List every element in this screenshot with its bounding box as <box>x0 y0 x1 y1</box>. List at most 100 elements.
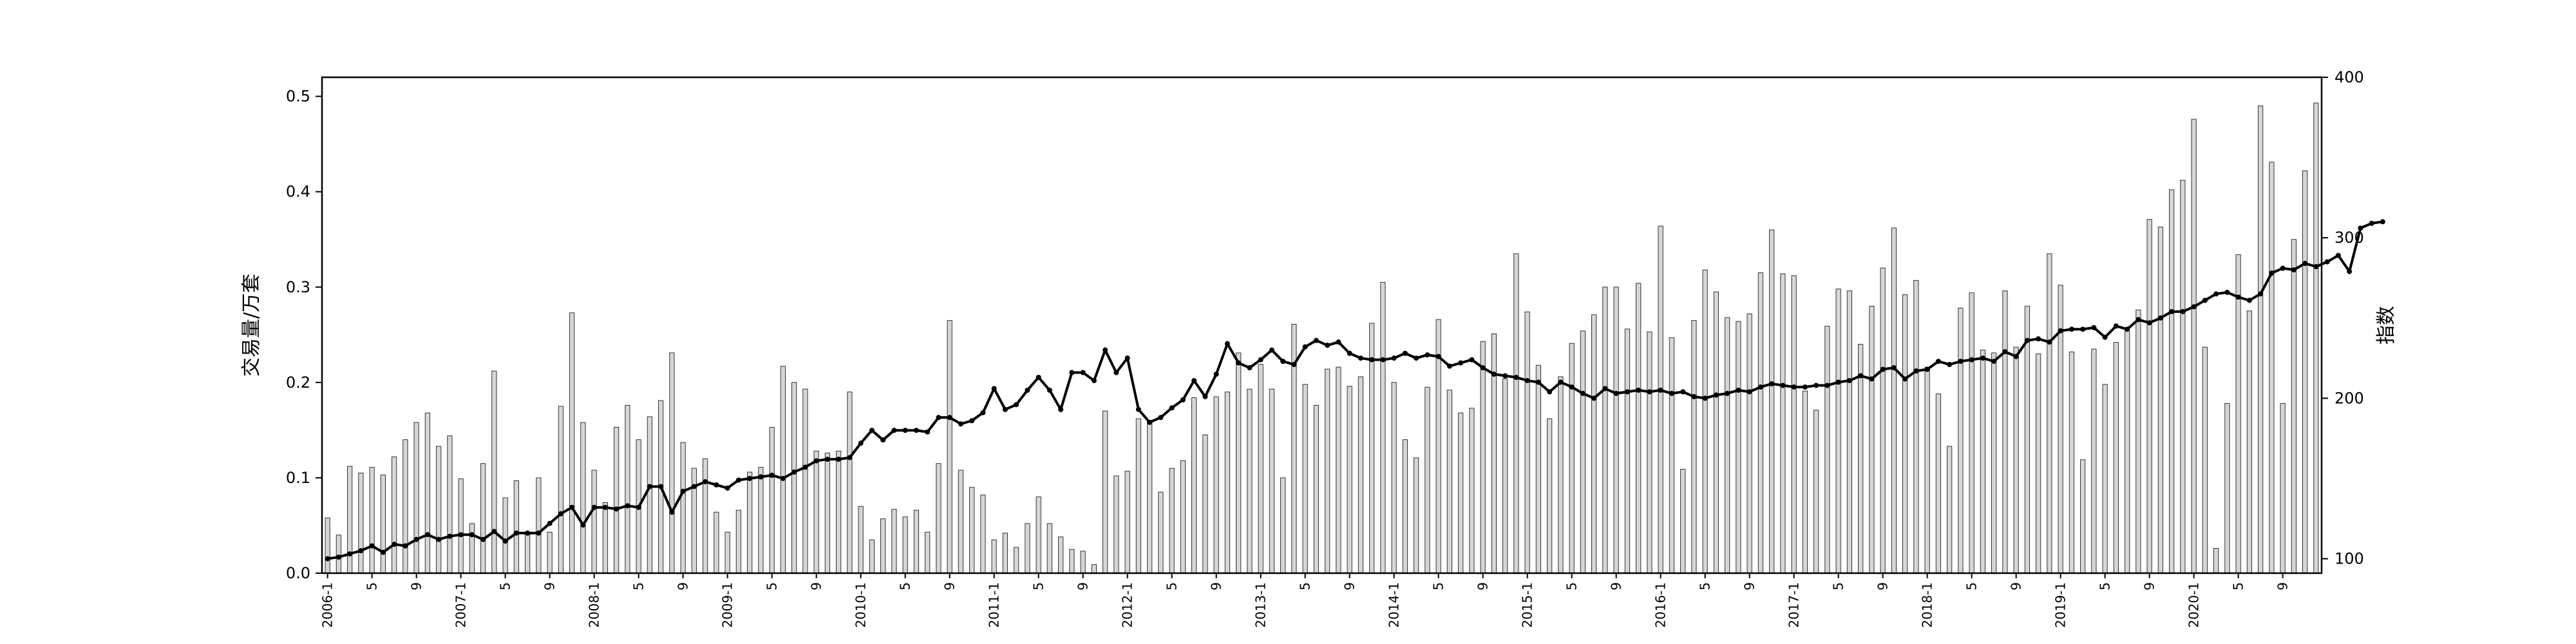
index-point <box>1402 350 1408 356</box>
index-point <box>1624 389 1630 395</box>
index-point <box>491 529 497 535</box>
x-tick-label: 5 <box>1031 582 1046 591</box>
x-tick-label: 2009-1 <box>720 582 735 628</box>
volume-bar <box>336 535 341 574</box>
volume-bar <box>1991 352 1997 574</box>
volume-bar <box>2036 353 2041 574</box>
left-tick-label: 0.3 <box>286 278 310 296</box>
volume-bar <box>2024 305 2030 574</box>
index-point <box>1091 377 1097 383</box>
index-point <box>325 556 330 562</box>
index-point <box>1469 357 1475 363</box>
volume-bar <box>2246 310 2252 574</box>
volume-bar <box>1091 564 1097 574</box>
index-point <box>2380 219 2385 225</box>
volume-bar <box>1425 386 1430 574</box>
volume-bar <box>2080 459 2086 574</box>
volume-bar <box>1846 290 1852 574</box>
index-point <box>2157 315 2163 321</box>
x-tick-label: 2007-1 <box>453 582 469 628</box>
x-tick-label: 2019-1 <box>2053 582 2069 628</box>
x-tick-label: 9 <box>1342 582 1358 591</box>
x-tick-label: 5 <box>2098 582 2113 591</box>
index-point <box>2246 298 2252 303</box>
x-tick-label: 5 <box>2231 582 2246 591</box>
x-tick-label: 2008-1 <box>587 582 602 628</box>
volume-bar <box>480 463 486 574</box>
index-point <box>436 536 442 542</box>
index-point <box>1580 390 1586 396</box>
volume-bar <box>991 539 997 574</box>
volume-bar <box>2102 384 2108 574</box>
volume-bar <box>891 509 897 574</box>
right-tick-label: 300 <box>2334 229 2364 247</box>
index-point <box>658 484 664 489</box>
volume-bar <box>458 478 464 574</box>
index-point <box>1202 393 1208 399</box>
index-point <box>1524 377 1530 383</box>
volume-bar <box>925 531 931 574</box>
index-point <box>1725 390 1730 396</box>
x-tick-label: 5 <box>1564 582 1580 591</box>
index-point <box>1891 365 1897 371</box>
index-point <box>1036 374 1041 380</box>
x-tick-label: 9 <box>2009 582 2024 591</box>
volume-bar <box>847 392 853 574</box>
volume-bar <box>1669 337 1674 574</box>
volume-bar <box>869 539 875 574</box>
volume-bar <box>580 422 586 574</box>
volume-bar <box>1658 225 1663 574</box>
index-point <box>2335 252 2341 258</box>
volume-bar <box>1269 388 1274 574</box>
volume-bar <box>1302 384 1308 574</box>
index-point <box>547 520 553 526</box>
index-point <box>2180 308 2186 314</box>
plot-frame <box>321 76 2323 574</box>
index-point <box>591 504 597 510</box>
index-point <box>2024 337 2030 343</box>
volume-bar <box>1124 471 1130 574</box>
volume-bar <box>1935 393 1941 574</box>
x-axis-ticks: 2006-1 5 9 2007-1 5 9 2008-1 5 9 2009-1 5 9 2010-1 5 9… <box>320 573 2291 628</box>
volume-bar <box>1058 536 1064 574</box>
volume-bar <box>1924 366 1930 574</box>
index-point <box>680 488 686 494</box>
volume-bar <box>558 406 564 574</box>
volume-bar <box>1491 333 1497 574</box>
volume-bar <box>1780 273 1786 574</box>
index-point <box>2002 349 2008 355</box>
left-tick-label: 0.5 <box>286 88 310 106</box>
volume-bar <box>2191 118 2197 574</box>
volume-bar <box>1647 331 1653 574</box>
index-point <box>2291 267 2297 273</box>
index-point <box>1658 387 1663 393</box>
index-point <box>1325 343 1331 348</box>
x-tick-label: 5 <box>365 582 380 591</box>
index-point <box>2358 225 2363 231</box>
index-point <box>1247 365 1253 371</box>
index-point <box>880 437 886 443</box>
index-point <box>480 536 486 542</box>
volume-bar <box>836 450 842 574</box>
x-tick-label: 5 <box>1698 582 1713 591</box>
index-point <box>358 548 364 554</box>
index-point <box>1858 373 1864 379</box>
volume-bar <box>647 416 652 574</box>
index-point <box>1713 392 1719 398</box>
volume-bar <box>1380 281 1386 574</box>
volume-bar <box>536 477 542 574</box>
index-point <box>969 418 975 424</box>
index-point <box>380 549 386 555</box>
volume-bar <box>525 535 531 574</box>
index-point <box>1046 387 1052 393</box>
index-point <box>2146 320 2152 326</box>
x-tick-label: 2006-1 <box>320 582 336 628</box>
index-point <box>1014 402 1019 408</box>
volume-bar <box>369 467 375 574</box>
volume-bar <box>1069 549 1075 574</box>
index-point <box>1380 357 1386 363</box>
index-point <box>1780 383 1786 388</box>
volume-bar <box>2169 189 2175 574</box>
volume-bar <box>735 509 741 574</box>
volume-bar <box>1535 365 1541 574</box>
